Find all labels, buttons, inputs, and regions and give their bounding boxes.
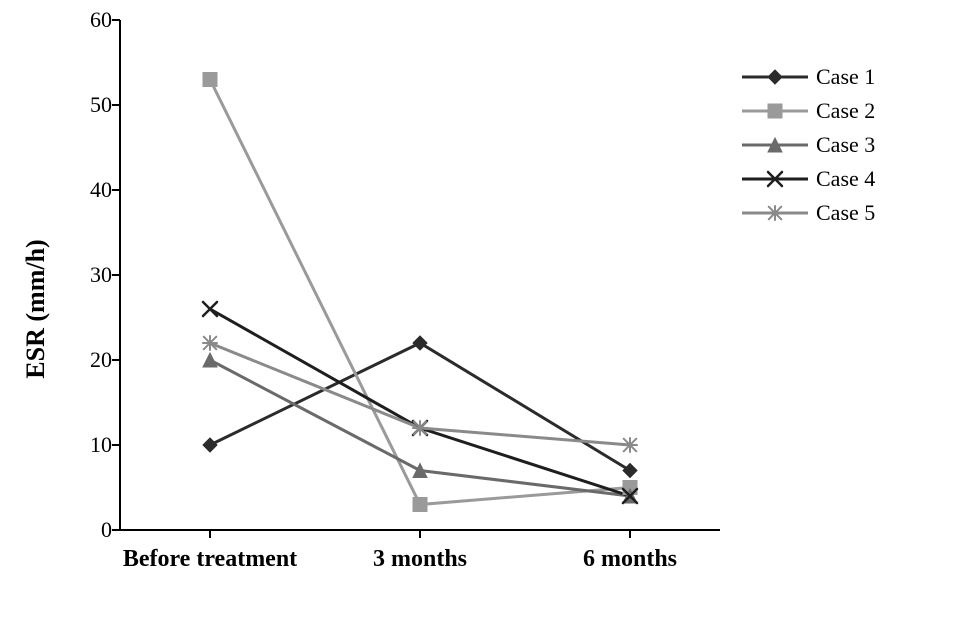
legend-item: Case 2 [740,94,875,128]
legend-swatch [740,101,810,121]
y-tick-label: 60 [90,7,120,33]
y-tick-label: 40 [90,177,120,203]
legend-label: Case 4 [816,166,875,192]
y-tick-label: 10 [90,432,120,458]
y-tick-label: 50 [90,92,120,118]
chart-container: ESR (mm/h) [0,0,969,618]
y-axis-label: ESR (mm/h) [21,239,51,378]
legend-label: Case 2 [816,98,875,124]
chart-svg [120,20,720,530]
legend-swatch [740,169,810,189]
y-tick-label: 30 [90,262,120,288]
legend-swatch [740,135,810,155]
legend-item: Case 3 [740,128,875,162]
x-tick-label: 3 months [373,530,467,573]
x-tick-label: 6 months [583,530,677,573]
legend-item: Case 4 [740,162,875,196]
x-tick-label: Before treatment [123,530,297,573]
legend-label: Case 5 [816,200,875,226]
y-tick-label: 0 [101,517,120,543]
legend-swatch [740,203,810,223]
legend: Case 1 Case 2 Case 3 Case 4 [740,60,875,230]
legend-label: Case 3 [816,132,875,158]
plot-area: 0102030405060Before treatment3 months6 m… [120,20,720,530]
legend-item: Case 1 [740,60,875,94]
y-tick-label: 20 [90,347,120,373]
legend-item: Case 5 [740,196,875,230]
legend-swatch [740,67,810,87]
legend-label: Case 1 [816,64,875,90]
